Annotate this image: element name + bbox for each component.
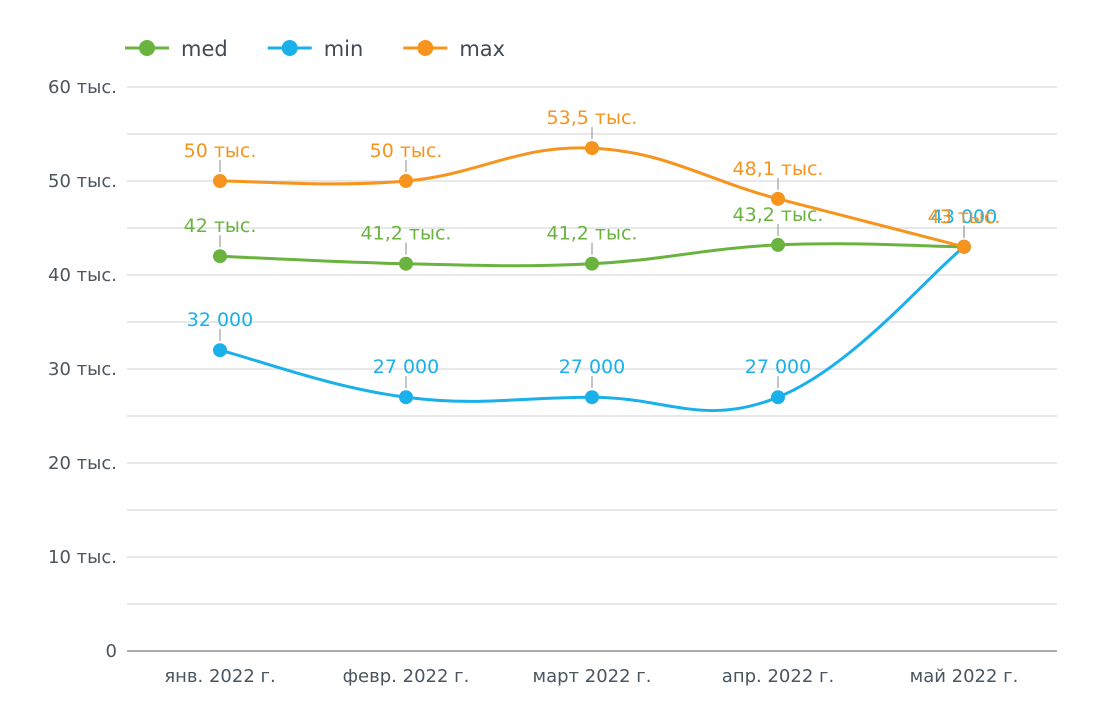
data-point-min[interactable] xyxy=(585,390,599,405)
data-point-min[interactable] xyxy=(399,390,413,405)
legend-item-max[interactable]: max xyxy=(403,37,505,61)
x-tick-label: апр. 2022 г. xyxy=(722,666,834,687)
data-label-med: 43,2 тыс. xyxy=(733,204,824,226)
y-tick-label: 30 тыс. xyxy=(48,359,117,380)
legend-marker xyxy=(417,40,434,56)
data-point-med[interactable] xyxy=(213,249,227,264)
y-tick-label: 60 тыс. xyxy=(48,77,117,98)
data-point-min[interactable] xyxy=(213,343,227,358)
legend-marker xyxy=(281,40,298,56)
x-axis-ticks: янв. 2022 г. февр. 2022 г. март 2022 г. апр… xyxy=(164,666,1018,687)
legend-item-med[interactable]: med xyxy=(125,37,228,61)
y-axis-ticks: 0 10 тыс. 20 тыс. 30 тыс. 40 тыс. 50 тыс. 60 т… xyxy=(48,77,117,662)
legend[interactable]: med min max xyxy=(125,37,505,61)
data-point-max[interactable] xyxy=(957,239,971,254)
y-tick-label: 20 тыс. xyxy=(48,453,117,474)
data-point-max[interactable] xyxy=(399,174,413,188)
grid-lines xyxy=(127,86,1057,605)
data-labels: 42 тыс. 41,2 тыс. 41,2 тыс. 43,2 тыс. 32 000… xyxy=(184,107,1001,389)
data-label-min: 27 000 xyxy=(373,356,439,378)
legend-marker xyxy=(139,40,155,56)
x-tick-label: март 2022 г. xyxy=(533,666,652,687)
legend-item-min[interactable]: min xyxy=(267,37,364,61)
data-label-med: 42 тыс. xyxy=(184,215,257,237)
series-line-min xyxy=(219,245,965,413)
x-tick-label: янв. 2022 г. xyxy=(164,666,275,687)
data-label-max: 48,1 тыс. xyxy=(733,158,824,180)
series-group xyxy=(213,141,971,413)
data-label-max: 53,5 тыс. xyxy=(547,107,638,129)
data-label-max: 43 тыс. xyxy=(928,206,1001,228)
legend-label: med xyxy=(181,37,228,61)
y-tick-label: 40 тыс. xyxy=(48,265,117,286)
data-point-min[interactable] xyxy=(771,390,785,405)
x-tick-label: февр. 2022 г. xyxy=(343,666,470,687)
y-tick-label: 10 тыс. xyxy=(48,547,117,568)
data-point-max[interactable] xyxy=(585,141,599,156)
data-label-min: 32 000 xyxy=(187,309,253,331)
data-point-med[interactable] xyxy=(399,256,413,271)
data-label-max: 50 тыс. xyxy=(370,140,443,162)
data-label-med: 41,2 тыс. xyxy=(361,223,452,245)
y-tick-label: 50 тыс. xyxy=(48,171,117,192)
data-label-min: 27 000 xyxy=(559,356,625,378)
data-label-min: 27 000 xyxy=(745,356,811,378)
data-label-max: 50 тыс. xyxy=(184,140,257,162)
y-tick-label: 0 xyxy=(106,641,117,662)
data-label-med: 41,2 тыс. xyxy=(547,223,638,245)
data-point-med[interactable] xyxy=(585,256,599,271)
data-label-min: 43 000 xyxy=(931,206,997,228)
x-tick-label: май 2022 г. xyxy=(910,666,1019,687)
legend-label: max xyxy=(459,37,505,61)
data-point-med[interactable] xyxy=(771,237,785,252)
data-point-max[interactable] xyxy=(213,174,227,188)
data-point-max[interactable] xyxy=(771,191,785,206)
legend-label: min xyxy=(324,37,364,61)
